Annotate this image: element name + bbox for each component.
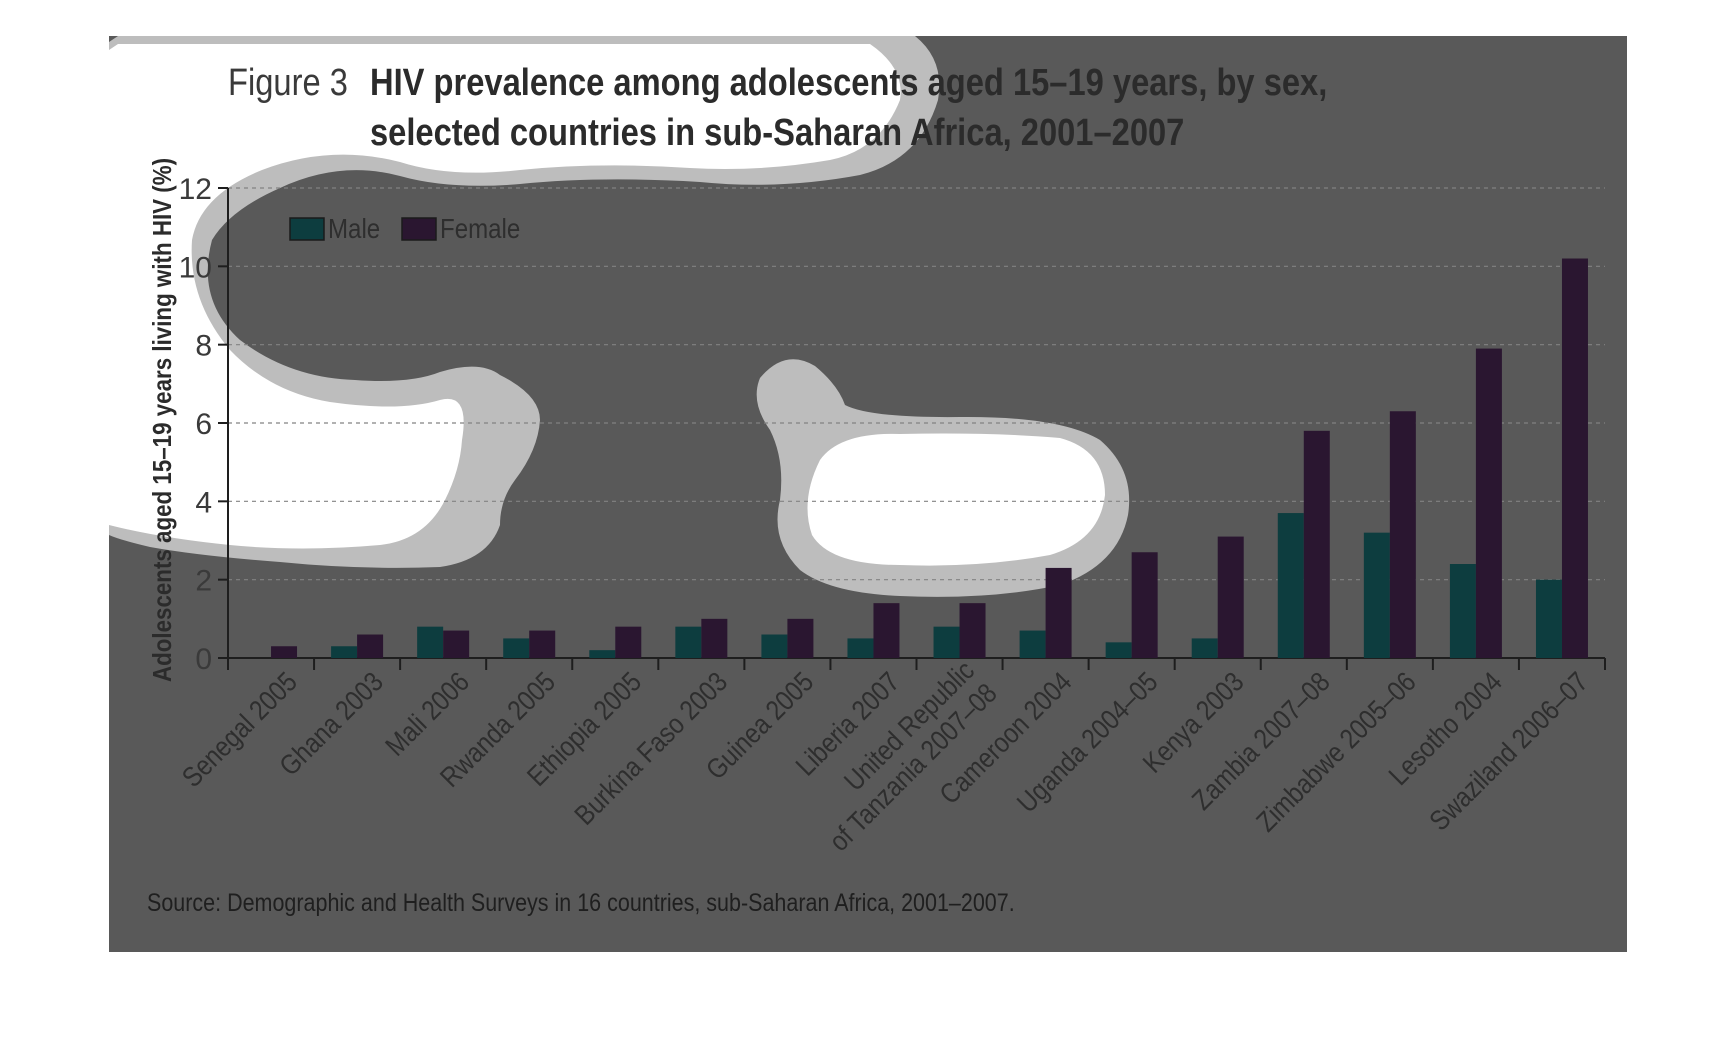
legend-label-female: Female — [440, 212, 520, 244]
x-tick-label: Senegal 2005 — [175, 665, 303, 793]
y-tick-label: 10 — [179, 251, 212, 284]
bar-male — [417, 626, 444, 658]
chart-title-line-2: selected countries in sub-Saharan Africa… — [370, 112, 1185, 154]
y-tick-label: 0 — [195, 643, 212, 676]
bar-male — [1277, 513, 1304, 658]
x-tick-label-line: Senegal 2005 — [175, 665, 303, 793]
cloud-shape — [109, 36, 940, 568]
bar-male — [1105, 642, 1132, 658]
bar-female — [787, 618, 814, 658]
bar-male — [761, 634, 788, 658]
bar-male — [675, 626, 702, 658]
legend-label-male: Male — [328, 212, 380, 244]
bar-female — [873, 603, 900, 658]
bar-male — [1449, 564, 1476, 658]
bar-female — [443, 630, 470, 658]
source-note: Source: Demographic and Health Surveys i… — [147, 889, 1015, 917]
x-tick-label: Swaziland 2006–07 — [1423, 665, 1594, 836]
bar-male — [1191, 638, 1218, 658]
x-tick-label: Zimbabwe 2005–06 — [1250, 665, 1422, 837]
bar-male — [331, 646, 358, 658]
bar-female — [1217, 536, 1244, 658]
legend-swatch-male — [289, 217, 325, 241]
bar-male — [589, 650, 616, 658]
bar-male — [503, 638, 530, 658]
chart-title-line-1: HIV prevalence among adolescents aged 15… — [370, 62, 1328, 104]
x-tick-label-line: Swaziland 2006–07 — [1423, 665, 1594, 836]
x-tick-label-line: Burkina Faso 2003 — [568, 665, 734, 831]
bar-female — [701, 618, 728, 658]
bar-male — [1363, 532, 1390, 658]
blob-shape — [756, 359, 1130, 597]
bar-male — [933, 626, 960, 658]
bar-male — [1019, 630, 1046, 658]
bar-female — [1045, 567, 1072, 658]
y-tick-label: 6 — [195, 408, 212, 441]
bar-male — [847, 638, 874, 658]
legend-swatch-female — [401, 217, 437, 241]
bar-female — [959, 603, 986, 658]
y-axis-title: Adolescents aged 15–19 years living with… — [148, 158, 177, 682]
bar-female — [357, 634, 384, 658]
bar-female — [1389, 411, 1416, 658]
bar-male — [1535, 579, 1562, 658]
bar-female — [1131, 552, 1158, 658]
figure-label: Figure 3 — [228, 62, 348, 104]
y-tick-label: 4 — [195, 486, 212, 519]
y-tick-label: 2 — [195, 565, 212, 598]
x-tick-label: Burkina Faso 2003 — [568, 665, 734, 831]
bar-female — [615, 626, 642, 658]
y-tick-label: 8 — [195, 330, 212, 363]
bar-female — [1475, 348, 1502, 658]
bar-female — [271, 646, 298, 658]
y-tick-label: 12 — [179, 173, 212, 206]
bar-female — [529, 630, 556, 658]
bar-female — [1561, 258, 1588, 658]
bar-female — [1303, 430, 1330, 658]
x-tick-label-line: Zimbabwe 2005–06 — [1250, 665, 1422, 837]
